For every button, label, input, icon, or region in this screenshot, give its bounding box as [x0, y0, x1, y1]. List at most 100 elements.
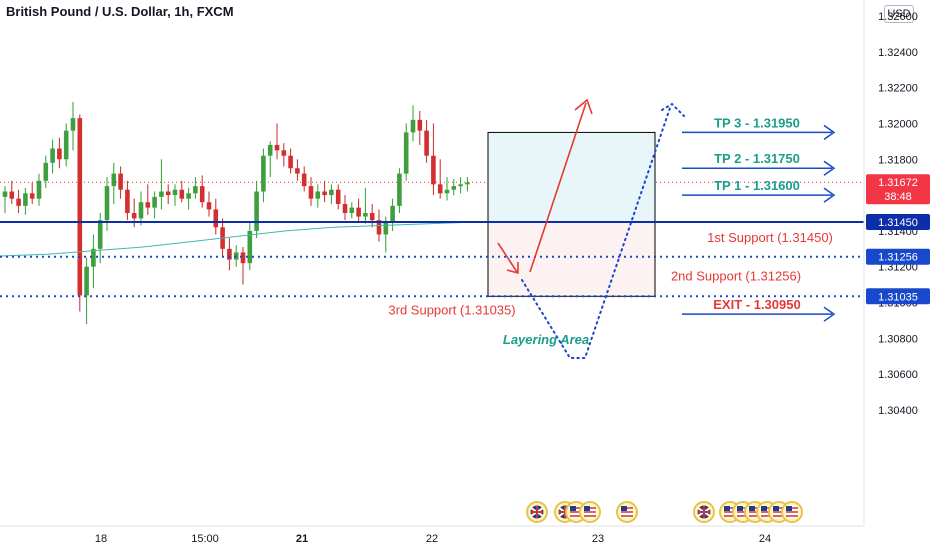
candle-body	[397, 173, 402, 206]
candle-body	[9, 191, 15, 199]
candle	[403, 123, 409, 181]
candle	[91, 234, 96, 289]
candle	[301, 166, 307, 192]
candle-body	[451, 186, 457, 190]
candle	[84, 257, 89, 325]
candle	[50, 139, 55, 174]
y-tick-label: 1.31800	[878, 154, 918, 166]
candle-body	[329, 189, 334, 196]
candle	[118, 166, 123, 199]
event-us-icon	[781, 501, 803, 523]
layering-area-label: Layering Area	[503, 332, 589, 347]
x-tick-label: 23	[592, 533, 604, 545]
candle-body	[383, 221, 389, 235]
candle	[335, 184, 341, 210]
x-tick-label: 24	[759, 533, 771, 545]
entry-arrowhead	[506, 262, 519, 275]
candle-body	[145, 202, 151, 208]
candle	[159, 159, 164, 210]
event-us-icon-canton	[737, 506, 743, 511]
candle	[465, 177, 470, 192]
candles-layer	[2, 101, 470, 325]
candle-body	[111, 173, 117, 187]
y-tick-label: 1.32600	[878, 11, 918, 23]
candle-body	[159, 191, 164, 197]
candle-body	[50, 148, 55, 163]
candle	[23, 187, 28, 215]
candle	[267, 141, 273, 178]
support-2-label: 2nd Support (1.31256)	[671, 269, 801, 284]
current-price-bg	[866, 174, 930, 205]
currency-button[interactable]: USD	[884, 5, 914, 23]
price-tag-support-3: 1.31035	[866, 288, 930, 305]
candle	[342, 195, 348, 221]
candle-body	[261, 155, 266, 192]
y-tick-label: 1.32000	[878, 118, 918, 130]
event-us-icon	[616, 501, 638, 523]
candle	[322, 180, 327, 203]
exit-label: EXIT - 1.30950	[713, 297, 800, 312]
candle-body	[424, 130, 429, 156]
candle	[308, 177, 314, 206]
candle-body	[77, 118, 83, 296]
event-us-icon-canton	[749, 506, 755, 511]
candle	[451, 178, 457, 196]
countdown-text: 38:48	[884, 191, 912, 203]
price-tag-support-1-text: 1.31450	[878, 217, 918, 229]
tp1-arrow-arrowhead	[823, 187, 836, 203]
candle-body	[84, 266, 89, 296]
layering-zone	[487, 221, 656, 297]
candle	[16, 189, 21, 213]
x-tick-label: 18	[95, 533, 107, 545]
price-tag-support-2-bg	[866, 248, 930, 265]
candle-body	[281, 150, 287, 156]
y-tick-label: 1.32400	[878, 47, 918, 59]
price-tag-support-1: 1.31450	[866, 213, 930, 230]
candle-body	[186, 193, 191, 199]
candle-body	[335, 189, 341, 205]
chart-title: British Pound / U.S. Dollar, 1h, FXCM	[6, 4, 234, 19]
event-us-icon-canton	[761, 506, 767, 511]
candle-body	[57, 148, 62, 160]
candle-body	[70, 118, 76, 131]
candle-body	[152, 196, 157, 208]
candle	[261, 148, 266, 203]
candle	[152, 191, 157, 219]
candle	[29, 182, 35, 205]
x-tick-label: 21	[296, 533, 308, 545]
candle	[206, 191, 212, 217]
candle-body	[118, 173, 123, 190]
candle-body	[390, 205, 395, 222]
candle-body	[36, 180, 42, 199]
candle-body	[2, 191, 8, 197]
candle-body	[97, 220, 103, 249]
tp2-arrow: TP 2 - 1.31750	[682, 151, 836, 176]
candle-body	[295, 168, 300, 174]
candle	[288, 148, 293, 174]
candle	[220, 218, 225, 256]
candle	[111, 162, 117, 205]
candle-body	[125, 189, 130, 213]
candle	[172, 184, 178, 206]
candle	[349, 202, 355, 219]
candle-body	[43, 162, 49, 181]
candle	[77, 114, 83, 312]
candle	[63, 123, 69, 167]
x-tick-label: 15:00	[191, 533, 219, 545]
candle-body	[240, 252, 246, 264]
candle-body	[213, 209, 219, 228]
bullish-arrow-line	[529, 102, 587, 273]
candle	[281, 143, 287, 167]
event-uk-icon-cross	[530, 505, 544, 519]
event-us-icon	[579, 501, 601, 523]
bullish-arrowhead	[574, 98, 593, 115]
moving-average-line	[0, 221, 477, 257]
support-3-label: 3rd Support (1.31035)	[388, 302, 515, 317]
candle	[356, 198, 361, 222]
candle-body	[322, 191, 327, 196]
entry-arrow-line	[497, 242, 518, 273]
candle-body	[104, 186, 110, 221]
candle-body	[342, 204, 348, 213]
candle	[240, 247, 246, 285]
